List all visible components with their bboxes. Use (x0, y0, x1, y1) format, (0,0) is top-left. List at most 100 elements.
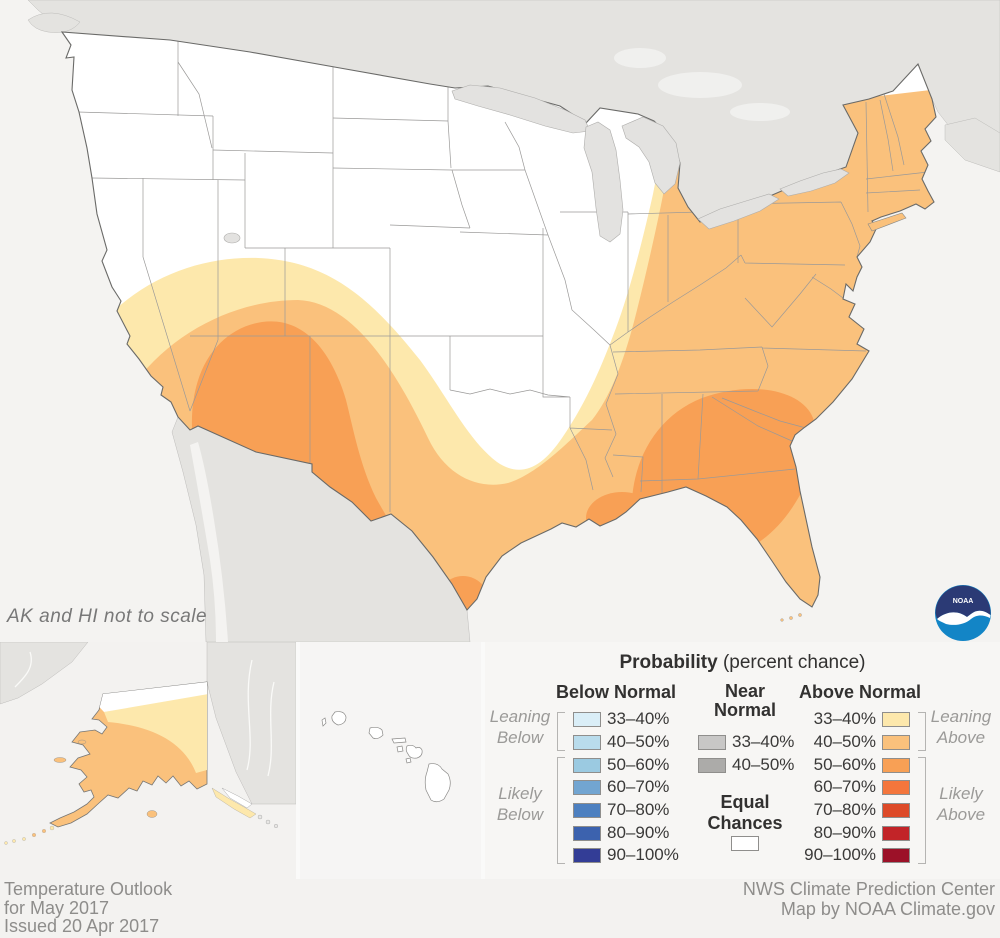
swatch-below-40-50 (573, 735, 601, 750)
label-above-60-70: 60–70% (813, 777, 876, 796)
annotation-line: Above (936, 728, 986, 747)
swatch-below-60-70 (573, 780, 601, 795)
russia-landmass (0, 641, 89, 705)
panhandle-islands (221, 787, 253, 809)
canada-river (246, 659, 253, 771)
alaska-inset-svg (0, 641, 297, 845)
swatch-near-40-50 (698, 758, 726, 773)
aleutian-island (4, 841, 8, 845)
bracket-leaning-above (918, 712, 926, 751)
label-below-60-70: 60–70% (607, 777, 670, 796)
swatch-below-50-60 (573, 758, 601, 773)
label-below-90-100: 90–100% (607, 845, 679, 864)
footer-product-title: Temperature Outlook (4, 879, 173, 899)
equal-chances-label: Equal Chances (680, 792, 810, 834)
label-below-70-80: 70–80% (607, 800, 670, 819)
label-above-50-60: 50–60% (813, 755, 876, 774)
swatch-near-33-40 (698, 735, 726, 750)
canada-landmass-ak (206, 641, 297, 805)
legend-header-near: Near Normal (680, 682, 810, 720)
annotation-leaning-below: Leaning Below (485, 706, 555, 748)
alaska-panhandle (211, 787, 257, 819)
maui-island (405, 744, 423, 759)
equal-chances-line1: Equal (720, 792, 770, 812)
annotation-line: Below (496, 728, 544, 747)
terrain-highlight (614, 48, 666, 68)
swatch-above-50-60 (882, 758, 910, 773)
equal-chances-line2: Chances (707, 813, 783, 833)
lake-michigan (583, 121, 624, 243)
annotation-line: Above (936, 805, 986, 824)
footer-credit: Map by NOAA Climate.gov (780, 898, 995, 919)
swatch-below-90-100 (573, 848, 601, 863)
footer-source: NWS Climate Prediction Center (742, 879, 995, 899)
inset-row: Probability (percent chance) Below Norma… (0, 641, 1000, 879)
aleutian-island (32, 833, 36, 837)
legend-title-note: (percent chance) (722, 652, 866, 673)
hawaii-inset (300, 642, 481, 879)
annotation-line: Leaning (489, 707, 551, 726)
nunivak-island (77, 739, 87, 745)
florida-keys (780, 618, 784, 622)
alaska-band-33-40 (104, 692, 207, 773)
label-above-90-100: 90–100% (804, 845, 876, 864)
annotation-line: Leaning (930, 707, 992, 726)
band-above-50-60-southwest (191, 321, 397, 551)
noaa-logo-seagull-icon (937, 610, 991, 625)
kauai-island (331, 711, 347, 726)
oahu-island (368, 726, 384, 739)
vancouver-island (27, 12, 81, 33)
panhandle-island (265, 819, 271, 825)
footer: Temperature Outlook for May 2017 Issued … (0, 879, 1000, 938)
noaa-logo-sky (935, 585, 991, 619)
panhandle-island (257, 814, 263, 820)
bracket-likely-below (557, 757, 565, 864)
label-above-70-80: 70–80% (813, 800, 876, 819)
swatch-below-33-40 (573, 712, 601, 727)
band-above-50-60-louisiana (586, 492, 658, 544)
bracket-leaning-below (557, 712, 565, 751)
aleutian-island (42, 829, 46, 833)
annotation-line: Below (496, 805, 544, 824)
swatch-above-80-90 (882, 826, 910, 841)
swatch-above-70-80 (882, 803, 910, 818)
panhandle-island (274, 823, 279, 828)
legend-header-above: Above Normal (798, 682, 922, 702)
annotation-likely-above: Likely Above (922, 783, 1000, 825)
lake-erie (697, 193, 780, 230)
aleutian-island (22, 837, 26, 841)
lake-huron (621, 116, 681, 195)
swatch-below-70-80 (573, 803, 601, 818)
hawaii-inset-svg (321, 711, 451, 803)
kodiak-island (146, 810, 158, 818)
noaa-logo-text: NOAA (953, 598, 974, 605)
russia-river (14, 651, 32, 688)
label-near-40-50: 40–50% (732, 755, 795, 774)
annotation-leaning-above: Leaning Above (922, 706, 1000, 748)
lake-ontario (779, 168, 850, 197)
swatch-above-33-40 (882, 712, 910, 727)
legend-header-near-line2: Normal (713, 700, 776, 720)
nova-scotia (944, 117, 1000, 173)
footer-title-block: Temperature Outlook for May 2017 Issued … (4, 880, 172, 936)
legend-title: Probability (percent chance) (485, 652, 1000, 674)
terrain-highlight (658, 72, 742, 98)
noaa-logo: NOAA (935, 585, 991, 641)
molokai-island (391, 737, 407, 744)
legend-header-below: Below Normal (555, 682, 677, 702)
swatch-above-60-70 (882, 780, 910, 795)
alaska-equal-chances (90, 682, 207, 712)
kahoolawe-island (405, 757, 412, 764)
conus-map-svg (27, 0, 1000, 643)
annotation-likely-below: Likely Below (485, 783, 555, 825)
conus-map: AK and HI not to scale NOAA (7, 0, 1000, 643)
annotation-line: Likely (498, 784, 542, 803)
legend: Probability (percent chance) Below Norma… (485, 642, 1000, 879)
long-island (867, 212, 907, 232)
label-near-33-40: 33–40% (732, 732, 795, 751)
label-above-80-90: 80–90% (813, 823, 876, 842)
state-borders (77, 38, 929, 512)
great-salt-lake (223, 232, 241, 244)
label-above-40-50: 40–50% (813, 732, 876, 751)
